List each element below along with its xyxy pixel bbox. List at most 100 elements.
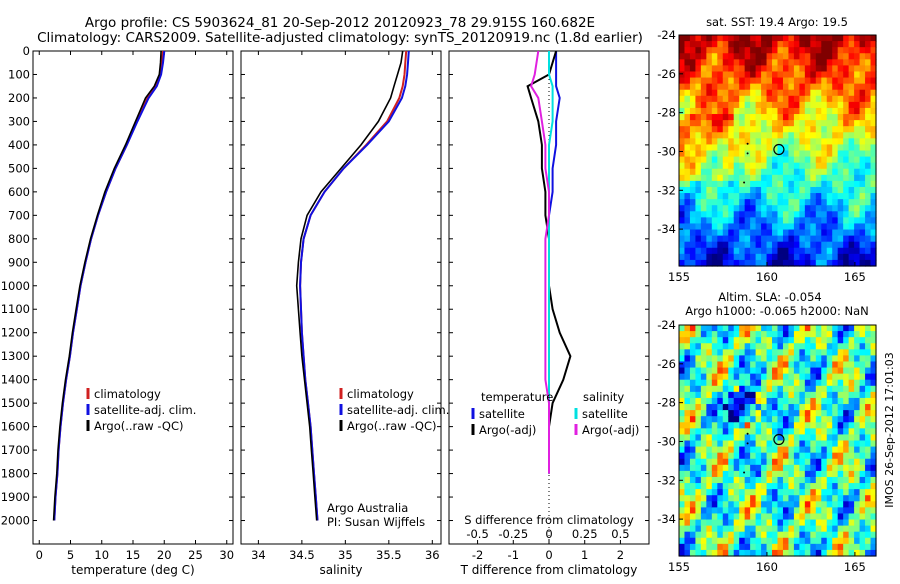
map-cell [717, 235, 724, 243]
map-cell [821, 379, 828, 387]
map-cell [700, 71, 707, 79]
map-cell [793, 199, 800, 206]
map-cell [711, 385, 718, 393]
map-cell [772, 71, 779, 79]
map-cell [733, 205, 740, 212]
map-cell [750, 434, 757, 442]
map-cell [744, 531, 751, 539]
map-cell [848, 404, 855, 411]
map-cell [859, 47, 866, 54]
map-cell [766, 35, 773, 42]
map-cell [717, 391, 724, 399]
map-cell [722, 440, 729, 448]
map-cell [788, 41, 795, 48]
map-cell [793, 259, 800, 267]
map-cell [739, 337, 746, 344]
map-cell [711, 205, 718, 212]
map-cell [821, 373, 828, 381]
map-cell [826, 428, 833, 436]
map-cell [843, 549, 850, 557]
map-cell [733, 144, 740, 152]
map-cell [837, 241, 844, 249]
map-cell [728, 107, 735, 115]
map-cell [739, 331, 746, 338]
map-cell [761, 247, 768, 255]
map-cell [772, 325, 779, 332]
map-cell [739, 71, 746, 79]
map-cell [859, 107, 866, 115]
map-cell [684, 223, 691, 231]
map-cell [744, 186, 751, 194]
map-cell [859, 501, 866, 508]
map-cell [777, 199, 784, 206]
map-cell [799, 337, 806, 344]
map-cell [717, 385, 724, 393]
map-cell [711, 180, 718, 188]
map-cell [837, 138, 844, 146]
map-cell [837, 470, 844, 478]
map-cell [777, 205, 784, 212]
map-cell [755, 367, 762, 375]
map-cell [695, 247, 702, 255]
map-cell [706, 114, 713, 121]
map-cell [750, 385, 757, 393]
map-cell [733, 35, 740, 42]
map-cell [755, 107, 762, 115]
map-cell [799, 35, 806, 42]
map-cell [821, 537, 828, 545]
map-cell [706, 95, 713, 103]
map-cell [717, 537, 724, 545]
map-cell [854, 193, 861, 200]
map-cell [837, 199, 844, 206]
map-cell [848, 428, 855, 436]
map-cell [684, 464, 691, 472]
map-cell [700, 385, 707, 393]
map-cell [821, 83, 828, 91]
map-cell [711, 229, 718, 237]
map-cell [711, 404, 718, 411]
map-cell [826, 446, 833, 454]
map-cell [706, 150, 713, 158]
map-cell [804, 253, 811, 261]
map-cell [854, 247, 861, 255]
map-cell [733, 434, 740, 442]
map-cell [865, 355, 872, 363]
map-cell [772, 452, 779, 460]
map-cell [772, 168, 779, 176]
map-cell [804, 114, 811, 121]
map-cell [815, 235, 822, 243]
map-cell [744, 205, 751, 212]
map-cell [695, 95, 702, 103]
map-cell [865, 235, 872, 243]
map-cell [711, 519, 718, 527]
map-cell [739, 229, 746, 237]
map-cell [739, 410, 746, 417]
map-cell [750, 495, 757, 502]
map-cell [679, 180, 686, 188]
map-cell [843, 41, 850, 48]
map-cell [744, 470, 751, 478]
depth-tick-label: 1900 [1, 490, 30, 504]
map-cell [733, 440, 740, 448]
map-cell [689, 193, 697, 200]
map-cell [728, 464, 735, 472]
map-cell [848, 95, 855, 103]
map-cell [706, 483, 713, 490]
map-cell [684, 476, 691, 484]
map-cell [728, 495, 735, 502]
map-cell [870, 325, 877, 332]
map-cell [679, 71, 686, 79]
map-cell [854, 120, 861, 127]
map-cell [837, 211, 844, 218]
map-cell [821, 186, 828, 194]
previous-profile-dot [746, 142, 749, 145]
map-cell [739, 325, 746, 332]
map-cell [799, 379, 806, 387]
map-cell [717, 495, 724, 502]
map-cell [761, 385, 768, 393]
map-cell [733, 537, 740, 545]
map-cell [837, 259, 844, 267]
map-cell [766, 59, 773, 66]
map-cell [700, 89, 707, 97]
map-cell [728, 241, 735, 249]
